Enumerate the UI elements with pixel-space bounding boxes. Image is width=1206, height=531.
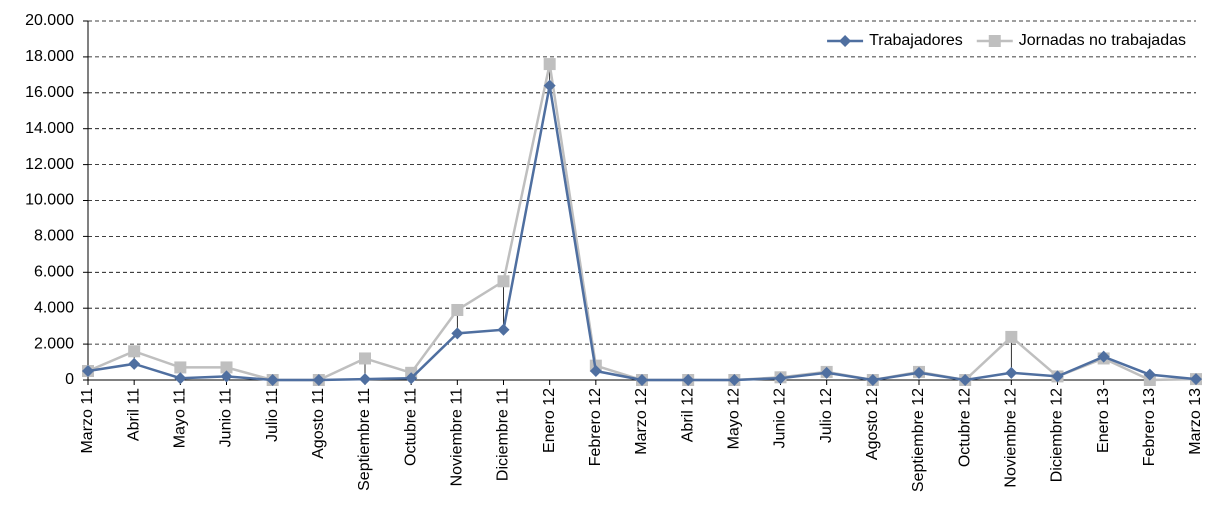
marker xyxy=(451,327,464,340)
marker xyxy=(682,374,695,386)
marker xyxy=(220,370,233,383)
x-tick-label: Marzo 13 xyxy=(1187,388,1204,455)
marker xyxy=(543,58,556,71)
marker xyxy=(1051,370,1064,383)
x-tick-label: Julio 12 xyxy=(818,388,835,443)
marker xyxy=(1190,373,1202,386)
x-tick-label: Junio 12 xyxy=(772,388,789,449)
marker xyxy=(1005,330,1018,343)
x-tick-label: Diciembre 12 xyxy=(1049,388,1066,482)
x-tick-label: Abril 11 xyxy=(125,388,142,441)
x-tick-label: Enero 12 xyxy=(541,388,558,453)
marker xyxy=(728,374,741,386)
x-tick-label: Mayo 12 xyxy=(726,388,743,449)
marker xyxy=(174,361,187,374)
x-tick-label: Septiembre 11 xyxy=(356,388,373,491)
marker xyxy=(266,374,279,386)
x-tick-label: Abril 12 xyxy=(679,388,696,442)
x-tick-label: Noviembre 11 xyxy=(449,388,466,487)
marker xyxy=(589,365,602,378)
x-tick-label: Noviembre 12 xyxy=(1003,388,1020,488)
marker xyxy=(636,374,648,386)
x-tick-label: Julio 11 xyxy=(264,388,281,442)
marker xyxy=(128,345,141,358)
y-tick-label: 2.000 xyxy=(34,335,74,352)
y-tick-label: 4.000 xyxy=(34,299,74,316)
x-tick-label: Marzo 11 xyxy=(79,388,96,454)
marker xyxy=(1005,366,1018,379)
marker xyxy=(839,35,852,47)
marker xyxy=(220,361,233,374)
x-tick-label: Mayo 11 xyxy=(172,388,189,448)
marker xyxy=(959,374,972,386)
marker xyxy=(820,366,833,379)
x-tick-label: Junio 11 xyxy=(218,388,235,447)
y-tick-label: 14.000 xyxy=(25,120,74,137)
x-tick-label: Diciembre 11 xyxy=(495,388,512,481)
y-tick-label: 0 xyxy=(65,371,74,388)
y-tick-label: 10.000 xyxy=(25,192,74,209)
marker xyxy=(497,275,510,288)
x-tick-label: Febrero 13 xyxy=(1141,388,1158,466)
marker xyxy=(128,357,141,370)
marker xyxy=(543,79,556,92)
marker xyxy=(497,323,510,336)
marker xyxy=(405,372,418,385)
y-tick-label: 12.000 xyxy=(25,156,74,173)
x-tick-label: Agosto 11 xyxy=(310,388,327,459)
x-tick-label: Agosto 12 xyxy=(864,388,881,460)
marker xyxy=(359,352,371,365)
x-tick-label: Marzo 12 xyxy=(633,388,650,455)
marker xyxy=(913,366,925,379)
y-tick-label: 16.000 xyxy=(25,84,74,101)
marker xyxy=(359,373,371,386)
x-tick-label: Octubre 11 xyxy=(402,388,419,466)
marker xyxy=(988,35,1001,47)
marker xyxy=(1143,368,1156,381)
y-tick-label: 20.000 xyxy=(25,12,74,29)
marker xyxy=(174,372,187,385)
legend-label: Jornadas no trabajadas xyxy=(1019,32,1186,49)
y-tick-label: 18.000 xyxy=(25,48,74,65)
marker xyxy=(774,372,787,385)
marker xyxy=(312,374,325,386)
x-tick-label: Septiembre 12 xyxy=(910,388,927,492)
y-tick-label: 8.000 xyxy=(34,228,74,245)
x-tick-label: Febrero 12 xyxy=(587,388,604,466)
marker xyxy=(451,303,464,316)
y-tick-label: 6.000 xyxy=(34,264,74,281)
x-tick-label: Enero 13 xyxy=(1095,388,1112,453)
series-line xyxy=(87,85,1197,382)
marker xyxy=(82,365,94,378)
marker xyxy=(866,374,879,386)
marker xyxy=(1097,350,1110,363)
legend-label: Trabajadores xyxy=(869,32,963,49)
series-line xyxy=(87,63,1197,382)
x-tick-label: Octubre 12 xyxy=(956,388,973,467)
